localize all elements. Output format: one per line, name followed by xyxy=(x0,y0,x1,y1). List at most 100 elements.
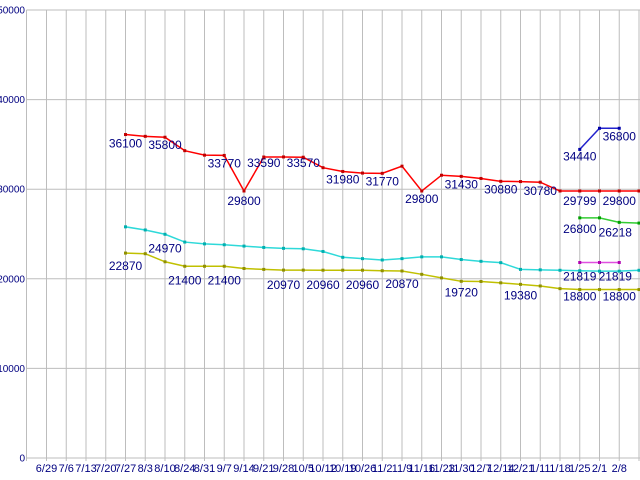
y-tick-label: 0 xyxy=(19,454,25,465)
value-label: 33570 xyxy=(287,156,321,170)
series-red-point xyxy=(282,155,285,159)
series-yellow-point xyxy=(420,272,424,276)
value-label: 20960 xyxy=(346,278,380,292)
series-cyan-point xyxy=(400,257,404,261)
x-tick-label: 10/19 xyxy=(329,463,357,475)
series-yellow-point xyxy=(143,252,147,256)
series-cyan-point xyxy=(301,247,305,251)
series-yellow-point xyxy=(380,269,384,273)
series-yellow-point xyxy=(578,288,582,292)
series-cyan-point xyxy=(124,225,127,229)
series-cyan-point xyxy=(499,261,503,265)
x-tick-label: 10/5 xyxy=(293,463,314,475)
series-red-point xyxy=(361,171,364,175)
value-label: 29800 xyxy=(227,194,261,208)
x-tick-label: 11/9 xyxy=(392,463,413,475)
x-tick-label: 8/24 xyxy=(174,463,195,475)
series-yellow-point xyxy=(637,288,640,292)
value-label: 29799 xyxy=(563,194,597,208)
x-tick-label: 7/13 xyxy=(75,463,96,475)
series-cyan-point xyxy=(459,258,463,262)
series-cyan-point xyxy=(163,232,167,236)
series-cyan-point xyxy=(282,246,285,250)
series-yellow-point xyxy=(499,281,503,285)
value-label: 31770 xyxy=(366,174,400,188)
series-yellow-point xyxy=(124,251,127,255)
series-yellow-point xyxy=(400,269,404,273)
series-red-point xyxy=(459,174,463,178)
x-tick-label: 9/7 xyxy=(217,463,232,475)
value-label: 20870 xyxy=(385,277,419,291)
series-red-point xyxy=(321,166,325,170)
series-yellow-point xyxy=(479,279,483,283)
series-cyan-point xyxy=(341,255,345,259)
series-yellow-point xyxy=(321,268,325,272)
series-red-point xyxy=(163,135,167,139)
series-cyan-point xyxy=(361,257,364,261)
series-red-point xyxy=(617,189,621,193)
x-tick-label: 8/10 xyxy=(154,463,175,475)
value-label: 21400 xyxy=(168,273,202,287)
value-label: 35800 xyxy=(148,138,182,152)
value-label: 36800 xyxy=(603,129,637,143)
series-cyan-point xyxy=(262,245,266,249)
series-cyan-point xyxy=(598,269,601,273)
series-yellow-point xyxy=(301,268,305,272)
value-label: 33770 xyxy=(208,156,242,170)
series-cyan-point xyxy=(222,243,226,247)
value-label: 33590 xyxy=(247,156,281,170)
series-cyan-point xyxy=(617,269,621,273)
x-tick-label: 2/8 xyxy=(612,463,627,475)
value-label: 34440 xyxy=(563,149,597,163)
series-red-point xyxy=(143,134,147,138)
series-green-point xyxy=(617,220,621,224)
series-red-point xyxy=(183,149,187,153)
series-magenta-point xyxy=(598,261,601,265)
value-label: 36100 xyxy=(109,137,143,151)
value-label: 18800 xyxy=(603,290,637,304)
series-cyan-point xyxy=(538,268,542,272)
x-tick-label: 7/20 xyxy=(95,463,116,475)
x-tick-label: 11/16 xyxy=(408,463,435,475)
series-cyan-point xyxy=(242,244,246,248)
series-yellow-point xyxy=(203,264,206,268)
x-tick-label: 9/14 xyxy=(233,463,254,475)
x-tick-label: 12/14 xyxy=(487,463,515,475)
x-tick-label: 11/23 xyxy=(428,463,455,475)
series-red-point xyxy=(222,153,226,157)
series-yellow-point xyxy=(242,266,246,270)
value-label: 19380 xyxy=(504,288,538,302)
x-tick-label: 10/12 xyxy=(309,463,337,475)
series-cyan-point xyxy=(203,242,206,246)
series-yellow-point xyxy=(183,264,187,268)
series-red-point xyxy=(124,133,127,137)
x-tick-label: 12/7 xyxy=(470,463,491,475)
x-tick-label: 11/30 xyxy=(448,463,475,475)
x-tick-label: 12/21 xyxy=(507,463,535,475)
x-tick-label: 1/18 xyxy=(549,463,570,475)
series-red-point xyxy=(341,169,345,173)
series-magenta-point xyxy=(617,261,621,265)
x-tick-label: 9/21 xyxy=(253,463,274,475)
series-cyan-point xyxy=(440,255,443,259)
series-blue-point xyxy=(598,126,601,130)
series-yellow-point xyxy=(459,279,463,283)
series-cyan-point xyxy=(143,228,147,232)
x-tick-label: 11/2 xyxy=(372,463,393,475)
value-label: 26800 xyxy=(563,222,597,236)
series-red-point xyxy=(479,176,483,180)
series-yellow-point xyxy=(617,288,621,292)
series-red-point xyxy=(598,189,601,193)
y-tick-label: 20000 xyxy=(0,274,25,285)
series-red-point xyxy=(578,189,582,193)
x-tick-label: 7/27 xyxy=(115,463,136,475)
value-label: 30780 xyxy=(524,184,558,198)
series-red-point xyxy=(301,155,305,159)
value-label: 24970 xyxy=(148,241,182,255)
value-label: 20970 xyxy=(267,278,301,292)
value-label: 21400 xyxy=(208,273,242,287)
series-red-point xyxy=(420,189,424,193)
series-red-point xyxy=(262,155,266,159)
series-yellow-point xyxy=(262,267,266,271)
